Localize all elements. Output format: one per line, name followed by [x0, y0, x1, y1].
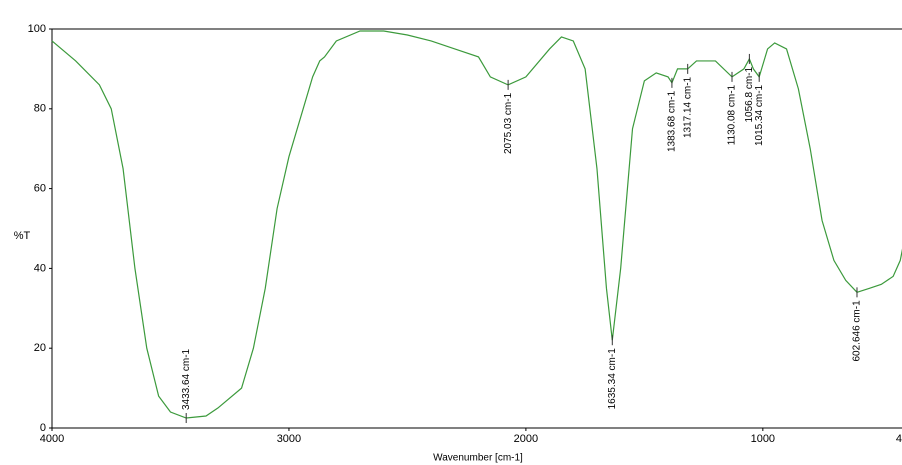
peak-label: 3433.64 cm-1: [181, 348, 192, 410]
x-tick-label: 400: [896, 433, 902, 445]
peak-label: 1317.14 cm-1: [682, 76, 693, 138]
x-axis-title: Wavenumber [cm-1]: [433, 453, 523, 464]
y-tick-label: 60: [34, 183, 46, 195]
spectrum-line: [51, 30, 902, 419]
peak-label: 1635.34 cm-1: [607, 348, 618, 410]
x-tick-label: 4000: [40, 433, 64, 445]
x-tick-label: 2000: [514, 433, 538, 445]
peak-label: 1056.8 cm-1: [744, 66, 755, 122]
peak-label: 1015.34 cm-1: [754, 84, 765, 146]
y-tick-label: 40: [34, 262, 46, 274]
y-tick-label: 100: [28, 23, 46, 35]
peak-label: 602.646 cm-1: [852, 300, 863, 362]
y-tick-label: 20: [34, 342, 46, 354]
plot-frame: [51, 28, 902, 429]
x-tick-label: 1000: [751, 433, 775, 445]
y-tick-label: 80: [34, 103, 46, 115]
peak-label: 1383.68 cm-1: [667, 90, 678, 152]
y-tick-label: 0: [40, 422, 46, 434]
peak-label: 1130.08 cm-1: [727, 84, 738, 145]
peak-label: 2075.03 cm-1: [503, 92, 514, 154]
x-tick-label: 3000: [277, 433, 301, 445]
y-axis-title: %T: [14, 230, 31, 242]
